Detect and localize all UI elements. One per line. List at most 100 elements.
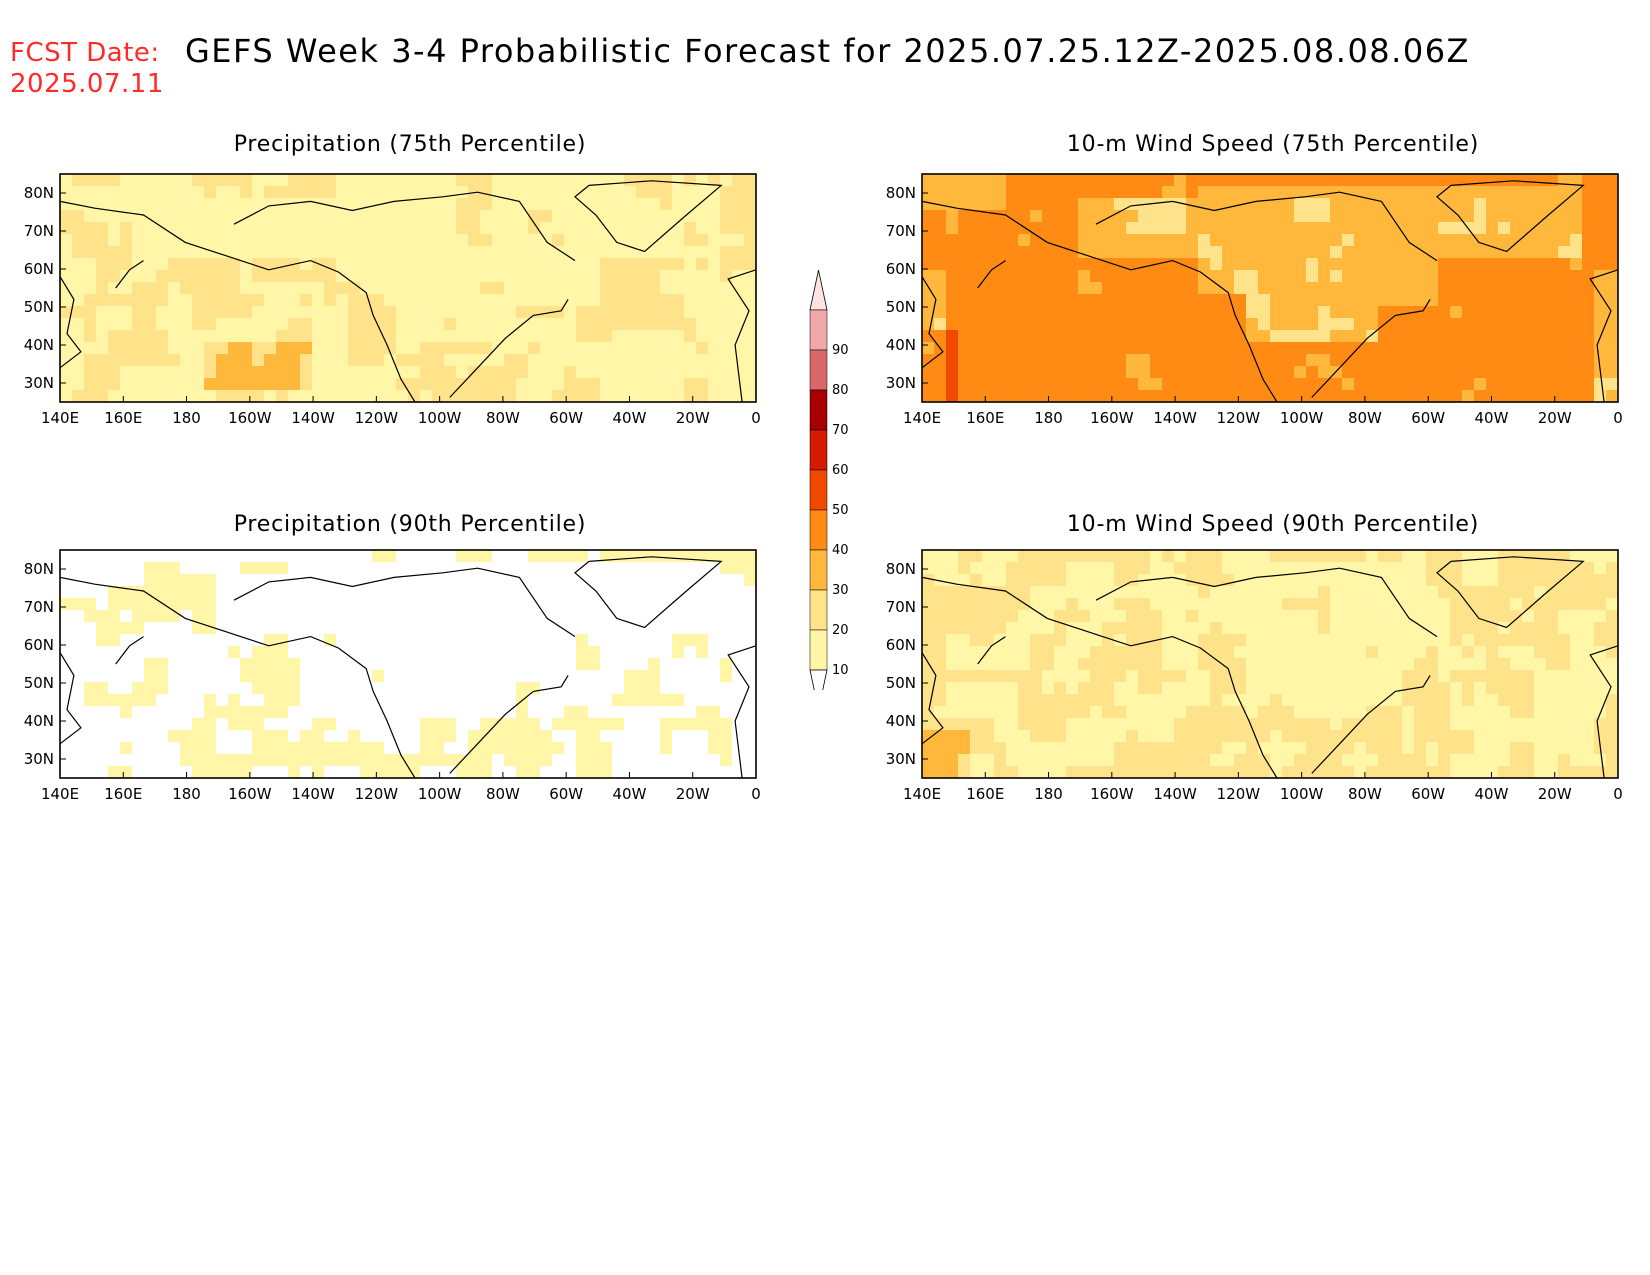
field-cell <box>732 658 745 671</box>
field-cell <box>480 174 493 187</box>
field-cell <box>1294 610 1307 623</box>
field-cell <box>492 550 505 563</box>
field-cell <box>132 186 145 199</box>
field-cell <box>588 622 601 635</box>
field-cell <box>1486 390 1499 402</box>
field-cell <box>684 742 697 755</box>
field-cell <box>96 246 109 259</box>
field-cell <box>1282 730 1295 743</box>
field-cell <box>1102 270 1115 283</box>
field-cell <box>1270 634 1283 647</box>
field-cell <box>1582 610 1595 623</box>
field-cell <box>648 598 661 611</box>
field-cell <box>192 282 205 295</box>
field-cell <box>624 658 637 671</box>
field-cell <box>192 682 205 695</box>
field-cell <box>192 586 205 599</box>
field-cell <box>1150 246 1163 259</box>
field-cell <box>696 330 709 343</box>
field-cell <box>1186 354 1199 367</box>
field-cell <box>1258 646 1271 659</box>
field-cell <box>970 646 983 659</box>
field-cell <box>934 186 947 199</box>
field-cell <box>132 622 145 635</box>
field-cell <box>1342 186 1355 199</box>
field-cell <box>300 766 313 778</box>
field-cell <box>1342 562 1355 575</box>
field-cell <box>648 622 661 635</box>
field-cell <box>1090 282 1103 295</box>
field-cell <box>504 306 517 319</box>
field-cell <box>1186 586 1199 599</box>
field-cell <box>312 318 325 331</box>
field-cell <box>1570 730 1583 743</box>
field-cell <box>1258 294 1271 307</box>
field-cell <box>934 330 947 343</box>
field-cell <box>1162 634 1175 647</box>
field-cell <box>96 646 109 659</box>
field-cell <box>1174 730 1187 743</box>
field-cell <box>288 670 301 683</box>
field-cell <box>300 270 313 283</box>
field-cell <box>1474 574 1487 587</box>
field-cell <box>60 318 73 331</box>
field-cell <box>970 174 983 187</box>
field-cell <box>1414 186 1427 199</box>
field-cell <box>108 234 121 247</box>
field-cell <box>192 246 205 259</box>
field-cell <box>432 366 445 379</box>
field-cell <box>1450 766 1463 778</box>
field-cell <box>504 754 517 767</box>
field-cell <box>1594 306 1607 319</box>
field-cell <box>1246 622 1259 635</box>
field-cell <box>180 550 193 563</box>
field-cell <box>958 186 971 199</box>
field-cell <box>1270 306 1283 319</box>
field-cell <box>240 706 253 719</box>
field-cell <box>922 754 935 767</box>
field-cell <box>1426 270 1439 283</box>
field-cell <box>312 754 325 767</box>
field-cell <box>288 210 301 223</box>
field-cell <box>72 730 85 743</box>
field-cell <box>420 258 433 271</box>
field-cell <box>1018 730 1031 743</box>
field-cell <box>1426 210 1439 223</box>
field-cell <box>1462 366 1475 379</box>
field-cell <box>600 246 613 259</box>
field-cell <box>1282 682 1295 695</box>
field-cell <box>144 646 157 659</box>
field-cell <box>1006 390 1019 402</box>
field-cell <box>108 318 121 331</box>
field-cell <box>360 682 373 695</box>
field-cell <box>1270 198 1283 211</box>
field-cell <box>60 562 73 575</box>
field-cell <box>312 222 325 235</box>
field-cell <box>1294 742 1307 755</box>
field-cell <box>1486 222 1499 235</box>
field-cell <box>1186 198 1199 211</box>
field-cell <box>1486 186 1499 199</box>
field-cell <box>180 742 193 755</box>
field-cell <box>1582 330 1595 343</box>
field-cell <box>1366 342 1379 355</box>
field-cell <box>168 378 181 391</box>
field-cell <box>144 742 157 755</box>
field-cell <box>132 574 145 587</box>
field-cell <box>1006 610 1019 623</box>
field-cell <box>84 682 97 695</box>
field-cell <box>504 574 517 587</box>
field-cell <box>312 694 325 707</box>
field-cell <box>1438 174 1451 187</box>
field-cell <box>480 258 493 271</box>
field-cell <box>1210 330 1223 343</box>
field-cell <box>588 598 601 611</box>
field-cell <box>216 294 229 307</box>
field-cell <box>1162 366 1175 379</box>
field-cell <box>1162 622 1175 635</box>
field-cell <box>1390 318 1403 331</box>
field-cell <box>432 658 445 671</box>
field-cell <box>1294 754 1307 767</box>
field-cell <box>552 634 565 647</box>
field-cell <box>922 186 935 199</box>
